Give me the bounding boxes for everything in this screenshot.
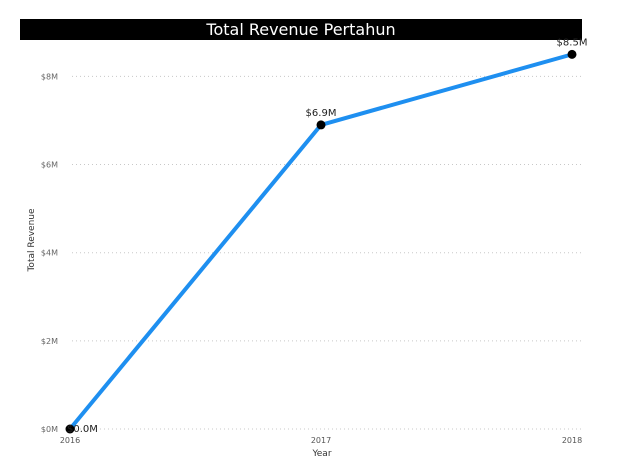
y-tick-label: $6M bbox=[41, 161, 58, 170]
data-label: $0.0M bbox=[67, 424, 98, 435]
data-label: $8.5M bbox=[557, 37, 588, 48]
markers bbox=[65, 49, 577, 434]
data-labels: $0.0M $6.9M $8.5M bbox=[67, 37, 587, 435]
x-tick-label: 2016 bbox=[60, 436, 80, 445]
y-tick-label: $4M bbox=[41, 249, 58, 258]
x-tick-label: 2018 bbox=[562, 436, 582, 445]
x-axis-ticks: 2016 2017 2018 bbox=[60, 436, 582, 445]
y-tick-label: $0M bbox=[41, 425, 58, 434]
y-tick-label: $8M bbox=[41, 72, 58, 81]
data-point-marker bbox=[65, 424, 75, 434]
y-tick-label: $2M bbox=[41, 337, 58, 346]
data-point-marker bbox=[567, 49, 577, 59]
chart-title-bar: Total Revenue Pertahun bbox=[20, 19, 582, 40]
x-tick-label: 2017 bbox=[311, 436, 331, 445]
y-axis-ticks: $0M $2M $4M $6M $8M bbox=[41, 72, 58, 434]
y-axis-label: Total Revenue bbox=[27, 208, 37, 273]
gridlines bbox=[72, 75, 582, 430]
x-axis-label: Year bbox=[311, 449, 331, 459]
data-label: $6.9M bbox=[306, 108, 337, 119]
data-point-marker bbox=[316, 120, 326, 130]
chart-title: Total Revenue Pertahun bbox=[206, 20, 396, 39]
